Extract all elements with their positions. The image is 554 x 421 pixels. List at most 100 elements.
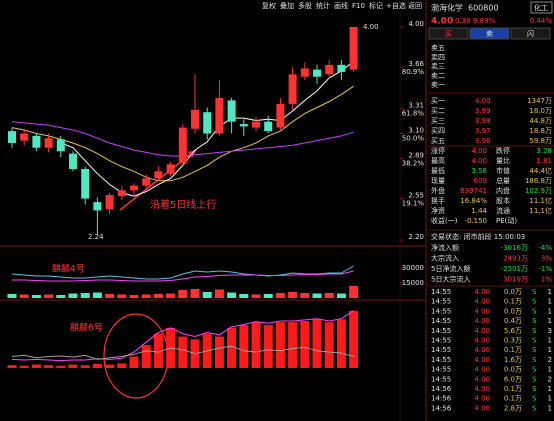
tick-volume: 0.3万	[504, 337, 522, 345]
bar	[141, 294, 151, 298]
trade-button-label[interactable]: 买	[445, 30, 452, 38]
tick-price: 4.00	[474, 395, 490, 403]
tick-count: 1	[548, 288, 552, 296]
fund-label: 5日净流入额	[431, 264, 470, 273]
bid-volume: 59.8万	[529, 137, 552, 145]
stat-value: 102.9万	[525, 187, 552, 195]
bar	[288, 292, 298, 298]
stat-label: 跌停	[496, 146, 510, 155]
bar	[300, 321, 310, 368]
tick-time: 14:55	[431, 375, 451, 383]
tick-time: 14:55	[431, 356, 451, 364]
tick-count: 1	[548, 346, 552, 354]
toolbar-item[interactable]: 多股	[298, 1, 312, 10]
stat-value: 44.4亿	[529, 166, 552, 175]
trade-button[interactable]	[469, 27, 510, 40]
tick-side: S	[532, 327, 537, 335]
tick-price: 4.00	[474, 385, 490, 393]
bar	[117, 363, 127, 368]
tick-price: 4.00	[474, 317, 490, 325]
bid-volume: 44.8万	[529, 117, 552, 125]
toolbar-item[interactable]: 标记	[369, 1, 383, 10]
indicator-line	[60, 60, 354, 197]
tick-side: S	[532, 337, 537, 345]
bar	[117, 294, 127, 298]
bar	[153, 294, 163, 298]
bar	[349, 310, 359, 368]
tick-volume: 0.1万	[504, 395, 522, 403]
bar	[68, 364, 78, 368]
bar	[263, 325, 273, 368]
tick-price: 4.00	[474, 288, 490, 296]
candle-body	[166, 164, 175, 174]
tick-side: S	[532, 385, 537, 393]
y-tick-label: 30000	[402, 264, 424, 272]
tick-time: 14:56	[431, 404, 452, 412]
stat-value: 11.1亿	[529, 206, 552, 215]
trade-button-label[interactable]: 闪	[527, 29, 534, 38]
bar	[239, 294, 249, 298]
toolbar-item[interactable]: +自选	[386, 1, 406, 10]
stat-label: 最低	[431, 166, 445, 175]
bar	[129, 295, 139, 298]
fund-value: -2501万	[501, 265, 528, 273]
stat-label: 收益(一)	[431, 216, 458, 225]
tick-price: 4.00	[474, 327, 490, 335]
tick-time: 14:55	[431, 346, 451, 354]
bar	[178, 336, 188, 368]
tick-side: S	[532, 356, 537, 364]
bar	[336, 319, 346, 368]
tick-volume: 0.4万	[504, 317, 522, 325]
bar	[80, 365, 90, 368]
stat-value: 4.00	[471, 147, 487, 155]
candle-body	[325, 64, 334, 75]
change: 0.36	[455, 17, 471, 25]
y-tick-pct: 80.9%	[402, 68, 425, 76]
fund-pct: 3%	[541, 255, 552, 263]
y-tick-pct: 38.2%	[402, 159, 425, 167]
candle-body	[81, 169, 90, 199]
candle-body	[313, 69, 321, 77]
bar	[7, 294, 17, 298]
toolbar-item[interactable]: 返回	[408, 2, 422, 10]
toolbar-item[interactable]: F10	[352, 2, 365, 10]
stat-label: 量比	[496, 156, 510, 165]
tick-volume: 0.1万	[504, 298, 522, 306]
tick-count: 1	[548, 298, 552, 306]
fund-pct: -1%	[538, 265, 552, 273]
candle-body	[130, 185, 138, 191]
trade-button-label[interactable]: 卖	[486, 30, 493, 38]
y-tick-label: 3.10	[408, 127, 424, 135]
bar	[56, 365, 66, 368]
toolbar-item[interactable]: 统计	[316, 1, 330, 10]
candle-body	[300, 68, 309, 77]
ask-label: 卖五	[431, 44, 445, 52]
bar	[92, 292, 102, 298]
sector: 化工	[534, 3, 548, 12]
stat-value: 4.00	[471, 157, 487, 165]
toolbar-item[interactable]: 复权	[262, 1, 276, 10]
tick-count: 2	[548, 356, 552, 364]
y-tick-label: 4.00	[408, 20, 424, 28]
trade-status: 交易状态: 闭市前段 15:00:03	[431, 232, 525, 241]
candle-body	[117, 190, 126, 197]
bar	[31, 295, 41, 298]
candle-body	[69, 153, 77, 169]
candle-body	[203, 112, 212, 134]
tick-volume: 0.0万	[504, 288, 522, 296]
y-tick-label: 2.20	[408, 233, 424, 241]
tick-count: 1	[548, 366, 552, 374]
bar	[166, 293, 176, 298]
bar	[105, 364, 115, 368]
extra-pct: 0.44%	[530, 17, 553, 25]
bar	[129, 356, 139, 368]
tick-count: 1	[548, 404, 552, 412]
tick-count: 3	[548, 327, 552, 335]
trade-button[interactable]	[510, 27, 551, 40]
tick-price: 4.00	[474, 356, 490, 364]
tick-count: 1	[548, 395, 552, 403]
trade-button[interactable]	[428, 27, 469, 40]
toolbar-item[interactable]: 画线	[334, 1, 348, 10]
tick-side: S	[532, 395, 537, 403]
toolbar-item[interactable]: 叠加	[280, 1, 294, 10]
